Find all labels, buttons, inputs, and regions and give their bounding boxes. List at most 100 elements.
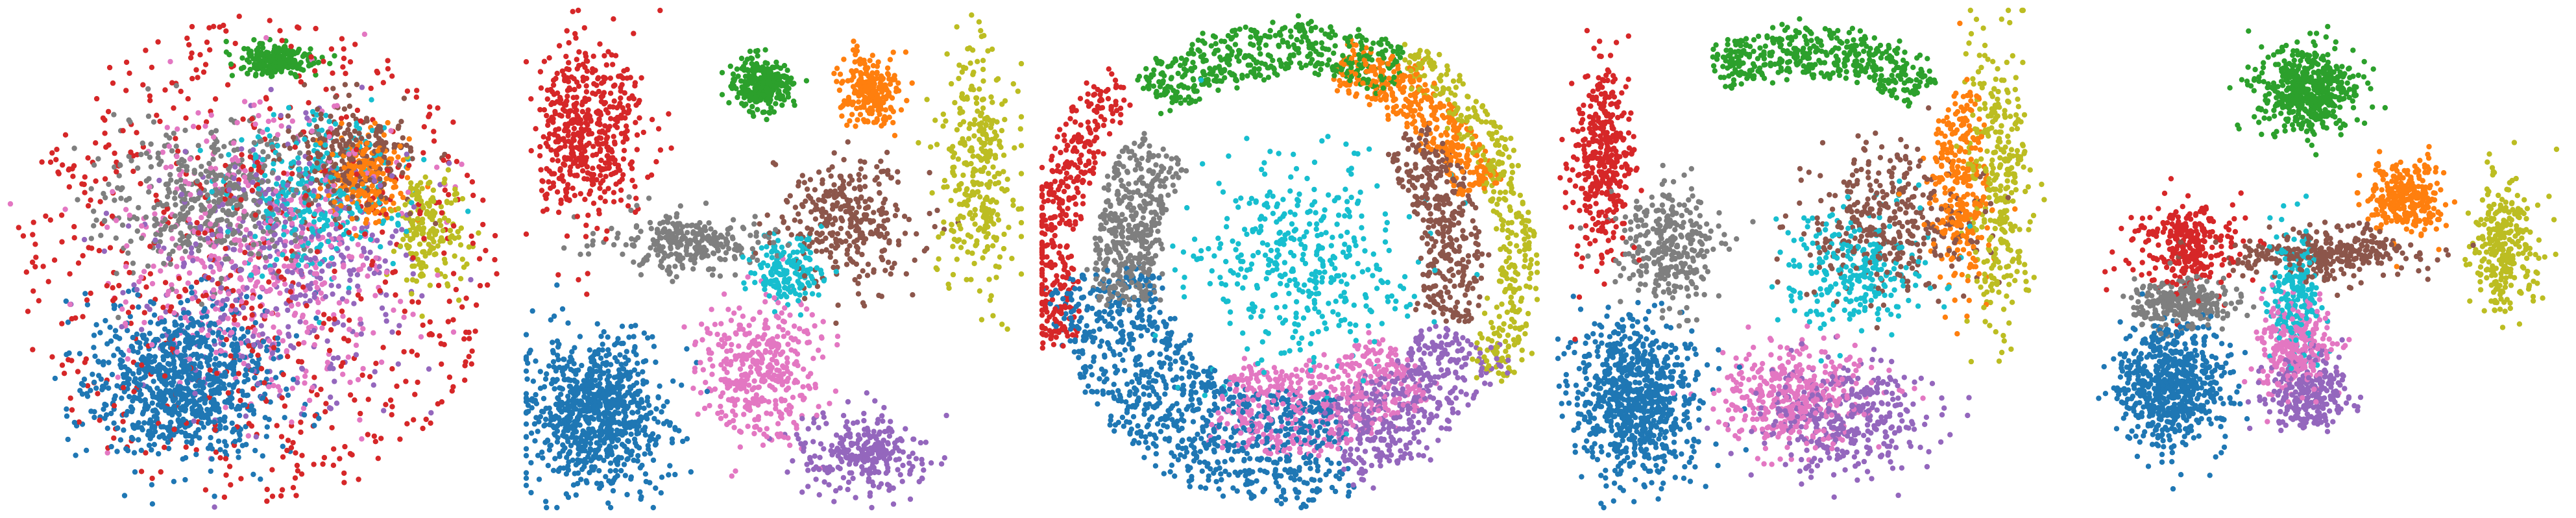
scatter-point xyxy=(123,321,128,326)
scatter-point xyxy=(292,313,297,318)
scatter-point xyxy=(303,320,308,325)
scatter-point xyxy=(290,440,295,445)
scatter-point xyxy=(318,186,323,191)
scatter-point xyxy=(468,234,474,239)
scatter-point xyxy=(167,336,173,341)
scatter-point xyxy=(406,163,411,168)
scatter-point xyxy=(311,117,317,123)
scatter-point xyxy=(208,382,213,388)
scatter-point xyxy=(249,403,254,408)
scatter-point xyxy=(347,380,352,385)
scatter-point xyxy=(467,354,472,359)
scatter-point xyxy=(437,333,442,338)
scatter-point xyxy=(54,147,59,152)
scatter-point xyxy=(354,82,359,87)
scatter-point xyxy=(359,181,365,186)
scatter-point xyxy=(341,191,346,197)
scatter-point xyxy=(343,71,348,76)
scatter-point xyxy=(667,463,672,468)
scatter-point xyxy=(223,473,228,478)
scatter-point xyxy=(252,375,257,380)
scatter-point xyxy=(314,271,319,277)
scatter-point xyxy=(426,366,431,371)
scatter-point xyxy=(181,217,186,222)
scatter-point xyxy=(430,217,435,222)
scatter-point xyxy=(118,195,123,201)
scatter-point xyxy=(216,330,221,335)
scatter-point xyxy=(211,288,216,293)
scatter-point xyxy=(209,112,214,117)
scatter-point xyxy=(30,288,36,293)
scatter-point xyxy=(140,82,145,88)
scatter-point xyxy=(110,189,115,194)
scatter-point xyxy=(352,177,358,182)
scatter-point xyxy=(197,225,202,230)
scatter-point xyxy=(258,304,263,309)
scatter-point xyxy=(760,336,765,341)
scatter-point xyxy=(293,475,298,480)
scatter-point xyxy=(450,317,456,323)
scatter-point xyxy=(226,152,231,157)
scatter-point xyxy=(208,130,213,136)
scatter-point xyxy=(91,162,97,167)
scatter-point xyxy=(59,212,64,217)
scatter-point xyxy=(285,354,290,359)
scatter-point xyxy=(348,134,354,140)
scatter-point xyxy=(136,396,141,401)
scatter-point xyxy=(33,254,38,260)
scatter-point xyxy=(191,335,196,340)
scatter-point xyxy=(932,117,938,123)
scatter-point xyxy=(151,394,156,399)
scatter-point xyxy=(951,272,956,277)
scatter-point xyxy=(280,487,285,492)
scatter-point xyxy=(169,236,175,241)
scatter-point xyxy=(282,403,287,408)
scatter-point xyxy=(169,225,174,230)
scatter-point xyxy=(119,350,124,355)
scatter-point xyxy=(256,381,261,386)
scatter-point xyxy=(287,58,293,64)
scatter-point xyxy=(111,421,116,426)
scatter-point xyxy=(197,397,202,402)
scatter-point xyxy=(839,114,844,119)
scatter-point xyxy=(267,58,273,63)
scatter-point xyxy=(317,261,322,266)
scatter-point xyxy=(154,337,160,342)
scatter-point xyxy=(232,247,237,252)
scatter-point xyxy=(220,316,225,321)
scatter-point xyxy=(217,423,223,428)
scatter-point xyxy=(263,208,269,214)
scatter-point xyxy=(153,217,158,222)
scatter-point xyxy=(389,404,395,409)
scatter-point xyxy=(362,232,367,237)
scatter-point xyxy=(223,405,228,410)
scatter-point xyxy=(280,395,285,401)
scatter-point xyxy=(347,156,352,162)
scatter-point xyxy=(195,408,200,413)
scatter-point xyxy=(233,307,238,312)
scatter-point xyxy=(152,312,157,317)
scatter-point xyxy=(223,197,228,202)
scatter-point xyxy=(792,323,797,328)
scatter-point xyxy=(117,163,123,168)
scatter-point xyxy=(162,342,167,347)
scatter-point xyxy=(175,373,180,378)
scatter-point xyxy=(248,277,253,282)
scatter-point xyxy=(311,219,317,225)
scatter-point xyxy=(282,415,287,420)
scatter-point xyxy=(324,338,330,343)
scatter-point xyxy=(378,194,383,199)
scatter-point xyxy=(376,189,382,194)
scatter-point xyxy=(325,218,330,223)
scatter-point xyxy=(391,308,396,313)
scatter-point xyxy=(803,199,808,204)
scatter-point xyxy=(40,264,45,269)
scatter-point xyxy=(311,375,317,380)
scatter-point xyxy=(49,150,55,155)
scatter-point xyxy=(212,244,217,249)
scatter-point xyxy=(77,351,82,356)
scatter-point xyxy=(334,103,339,108)
scatter-point xyxy=(379,158,384,164)
scatter-point xyxy=(91,332,97,338)
scatter-point xyxy=(176,401,181,406)
